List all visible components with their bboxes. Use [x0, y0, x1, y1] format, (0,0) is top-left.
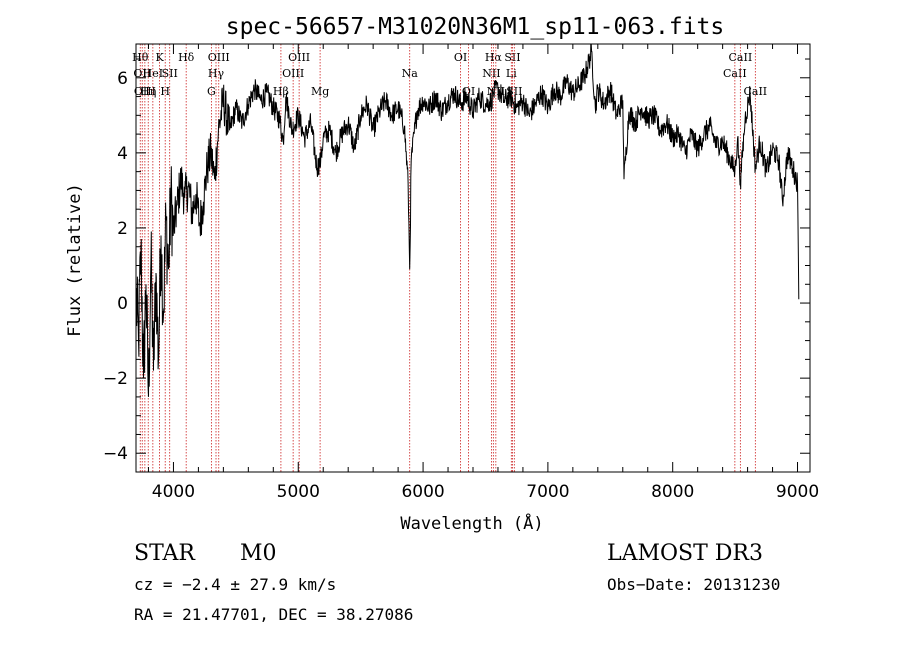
marker-label-19: NII [482, 67, 500, 80]
marker-label-12: Hβ [273, 85, 289, 98]
marker-label-2: OIII [134, 85, 156, 98]
marker-label-13: OIII [282, 67, 304, 80]
marker-label-17: OI [454, 51, 467, 64]
x-tick-label-4000: 4000 [152, 482, 195, 502]
y-axis-ticks: −4 −2 0 2 4 6 [103, 58, 810, 473]
x-tick-label-7000: 7000 [526, 482, 569, 502]
survey-label: LAMOST DR3 [607, 541, 763, 566]
subclass-label: M0 [240, 541, 277, 566]
marker-label-14: OIII [288, 51, 310, 64]
y-tick-label-0: 0 [117, 294, 128, 314]
marker-label-22: Li [506, 67, 517, 80]
marker-label-26: CaII [729, 51, 753, 64]
marker-label-20: Hα [485, 51, 503, 64]
marker-label-6: H [160, 85, 170, 98]
obs-date-text: Obs−Date: 20131230 [607, 575, 780, 594]
y-axis-label: Flux (relative) [65, 183, 85, 337]
y-tick-label-2: 2 [117, 219, 128, 239]
y-tick-label-6: 6 [117, 69, 128, 89]
x-tick-label-5000: 5000 [277, 482, 320, 502]
spectrum-line [135, 43, 800, 397]
x-tick-label-6000: 6000 [401, 482, 444, 502]
marker-label-25: CaII [723, 67, 747, 80]
marker-label-27: CaII [743, 85, 767, 98]
x-axis-label: Wavelength (Å) [400, 512, 543, 534]
chart-title: spec-56657-M31020N36M1_sp11-063.fits [226, 14, 725, 40]
marker-label-10: Hγ [208, 67, 225, 80]
marker-label-7: SII [162, 67, 178, 80]
y-tick-label--4: −4 [103, 444, 128, 464]
class-label: STAR [134, 541, 196, 566]
marker-label-23: SII [504, 51, 520, 64]
marker-label-8: Hδ [178, 51, 195, 64]
coordinates-text: RA = 21.47701, DEC = 38.27086 [134, 605, 413, 624]
marker-label-4: HeI [143, 67, 163, 80]
y-tick-label--2: −2 [103, 369, 128, 389]
marker-label-0: Hθ [132, 51, 149, 64]
x-axis-ticks: 4000 5000 6000 7000 8000 9000 [147, 44, 819, 502]
redshift-text: cz = −2.4 ± 27.9 km/s [134, 575, 336, 594]
marker-label-16: Na [402, 67, 419, 80]
marker-label-9: G [207, 85, 216, 98]
x-tick-label-9000: 9000 [776, 482, 819, 502]
marker-label-1: OII [133, 67, 151, 80]
marker-label-11: OIII [208, 51, 230, 64]
x-tick-label-8000: 8000 [651, 482, 694, 502]
marker-label-3: Hη [140, 85, 156, 98]
marker-label-5: K [155, 51, 164, 64]
y-tick-label-4: 4 [117, 144, 128, 164]
marker-label-15: Mg [311, 85, 329, 98]
